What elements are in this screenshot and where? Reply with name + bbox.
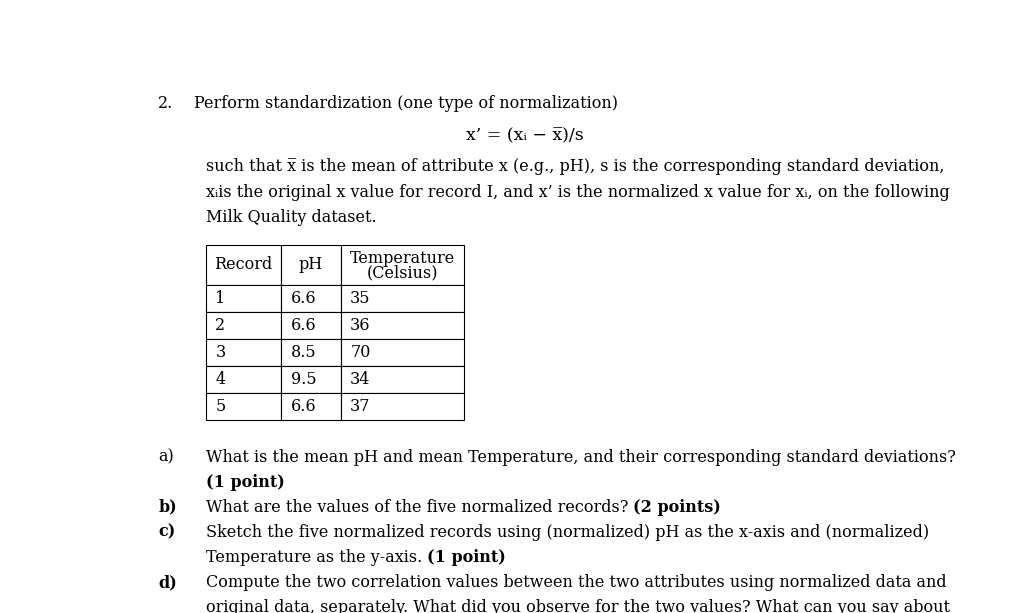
Text: (2 points): (2 points) <box>633 499 721 516</box>
Text: Temperature: Temperature <box>349 249 455 267</box>
Text: 35: 35 <box>350 290 371 307</box>
Bar <box>341 366 464 393</box>
Bar <box>206 245 282 285</box>
Text: x’ = (xᵢ − x̅)/s: x’ = (xᵢ − x̅)/s <box>466 127 584 144</box>
Text: 36: 36 <box>350 317 371 334</box>
Text: 37: 37 <box>350 398 371 414</box>
Text: 6.6: 6.6 <box>291 398 316 414</box>
Text: (1 point): (1 point) <box>206 474 285 491</box>
Bar <box>206 312 282 339</box>
Text: Temperature as the y-axis.: Temperature as the y-axis. <box>206 549 427 566</box>
Text: 3: 3 <box>215 344 225 361</box>
Bar <box>206 285 282 312</box>
Text: 5: 5 <box>215 398 225 414</box>
Bar <box>282 366 341 393</box>
Text: 6.6: 6.6 <box>291 290 316 307</box>
Bar <box>282 285 341 312</box>
Text: Sketch the five normalized records using (normalized) pH as the x-axis and (norm: Sketch the five normalized records using… <box>206 524 929 541</box>
Bar <box>282 312 341 339</box>
Text: Record: Record <box>214 256 272 273</box>
Text: such that x̅ is the mean of attribute x (e.g., pH), s is the corresponding stand: such that x̅ is the mean of attribute x … <box>206 158 944 175</box>
Text: Perform standardization (one type of normalization): Perform standardization (one type of nor… <box>194 95 617 112</box>
Text: 6.6: 6.6 <box>291 317 316 334</box>
Bar <box>341 393 464 419</box>
Text: a): a) <box>158 449 174 466</box>
Bar <box>341 339 464 366</box>
Text: What are the values of the five normalized records?: What are the values of the five normaliz… <box>206 499 633 516</box>
Text: 4: 4 <box>215 371 225 387</box>
Text: 2: 2 <box>215 317 225 334</box>
Text: c): c) <box>158 524 175 541</box>
Bar <box>206 366 282 393</box>
Text: b): b) <box>158 499 177 516</box>
Bar <box>206 393 282 419</box>
Text: Compute the two correlation values between the two attributes using normalized d: Compute the two correlation values betwe… <box>206 574 946 591</box>
Text: (1 point): (1 point) <box>427 549 506 566</box>
Bar <box>341 285 464 312</box>
Text: 8.5: 8.5 <box>291 344 316 361</box>
Text: pH: pH <box>299 256 323 273</box>
Bar <box>282 245 341 285</box>
Text: What is the mean pH and mean Temperature, and their corresponding standard devia: What is the mean pH and mean Temperature… <box>206 449 955 466</box>
Text: 9.5: 9.5 <box>291 371 316 387</box>
Bar <box>341 312 464 339</box>
Text: (Celsius): (Celsius) <box>367 264 438 281</box>
Bar <box>282 339 341 366</box>
Text: 1: 1 <box>215 290 225 307</box>
Bar <box>206 339 282 366</box>
Text: Milk Quality dataset.: Milk Quality dataset. <box>206 210 377 226</box>
Bar <box>282 393 341 419</box>
Text: 70: 70 <box>350 344 371 361</box>
Text: 34: 34 <box>350 371 371 387</box>
Bar <box>341 245 464 285</box>
Text: original data, separately. What did you observe for the two values? What can you: original data, separately. What did you … <box>206 599 950 613</box>
Text: d): d) <box>158 574 177 591</box>
Text: xᵢis the original x value for record I, and x’ is the normalized x value for xᵢ,: xᵢis the original x value for record I, … <box>206 183 949 200</box>
Text: 2.: 2. <box>158 95 173 112</box>
